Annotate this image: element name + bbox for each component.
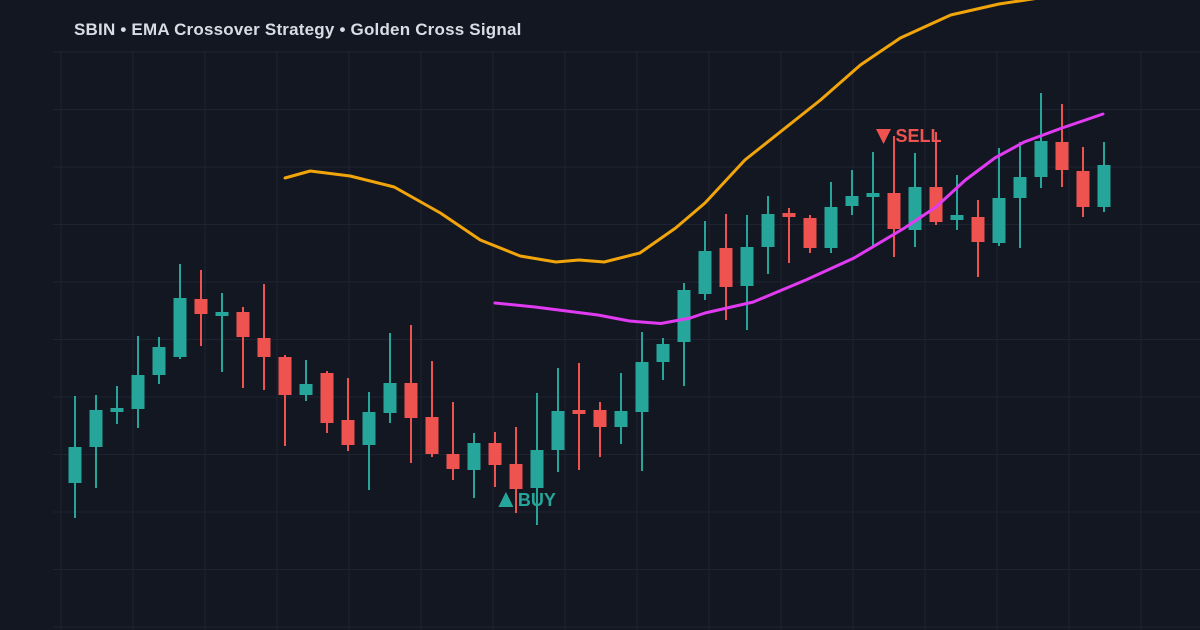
candle-body-bearish	[593, 410, 607, 427]
candle-body-bearish	[425, 417, 439, 454]
candle-body-bullish	[698, 251, 712, 294]
candle-body-bullish	[614, 411, 628, 427]
candle-body-bullish	[824, 207, 838, 248]
candle-body-bullish	[467, 443, 481, 470]
candle-body-bullish	[656, 344, 670, 362]
candle-body-bullish	[362, 412, 376, 445]
candle-body-bearish	[887, 193, 901, 229]
candle-body-bearish	[782, 213, 796, 217]
candle-body-bearish	[929, 187, 943, 222]
candle-body-bullish	[68, 447, 82, 483]
candle-body-bullish	[950, 215, 964, 220]
ema-slow-line	[283, 0, 1036, 264]
candle-body-bearish	[341, 420, 355, 445]
candle-body-bearish	[1076, 171, 1090, 207]
candle-body-bearish	[404, 383, 418, 418]
candle-body-bullish	[1097, 165, 1111, 207]
candle-body-bullish	[530, 450, 544, 488]
candle-body-bearish	[278, 357, 292, 395]
candle-body-bullish	[845, 196, 859, 206]
ema-fast-line	[493, 112, 1105, 325]
buy-signal-label: BUY	[518, 490, 556, 510]
candle-body-bullish	[131, 375, 145, 409]
candle-body-bullish	[110, 408, 124, 412]
candle-body-bullish	[677, 290, 691, 342]
candle-body-bullish	[383, 383, 397, 413]
candle-body-bullish	[551, 411, 565, 450]
candle-body-bearish	[719, 248, 733, 287]
candle-body-bullish	[173, 298, 187, 357]
candle-body-bullish	[761, 214, 775, 247]
candle-body-bearish	[236, 312, 250, 337]
sell-signal-label: SELL	[896, 126, 942, 146]
buy-marker-icon	[498, 492, 514, 507]
candle-body-bearish	[803, 218, 817, 248]
candle-body-bearish	[320, 373, 334, 423]
candle-body-bullish	[635, 362, 649, 412]
candle-body-bearish	[194, 299, 208, 314]
candle-body-bullish	[992, 198, 1006, 243]
candle-body-bullish	[299, 384, 313, 395]
candle-body-bearish	[509, 464, 523, 489]
chart-title: SBIN • EMA Crossover Strategy • Golden C…	[74, 20, 522, 39]
candle-body-bullish	[152, 347, 166, 375]
sell-marker-icon	[876, 129, 891, 144]
candle-body-bearish	[572, 410, 586, 414]
candle-body-bullish	[740, 247, 754, 286]
candle-body-bearish	[971, 217, 985, 242]
candle-body-bullish	[215, 312, 229, 316]
candle-body-bearish	[446, 454, 460, 469]
candle-body-bearish	[1055, 142, 1069, 170]
candle-body-bearish	[488, 443, 502, 465]
candle-body-bullish	[1034, 141, 1048, 177]
candle-body-bullish	[866, 193, 880, 197]
candle-body-bullish	[89, 410, 103, 447]
candle-body-bullish	[1013, 177, 1027, 198]
candle-body-bearish	[257, 338, 271, 357]
